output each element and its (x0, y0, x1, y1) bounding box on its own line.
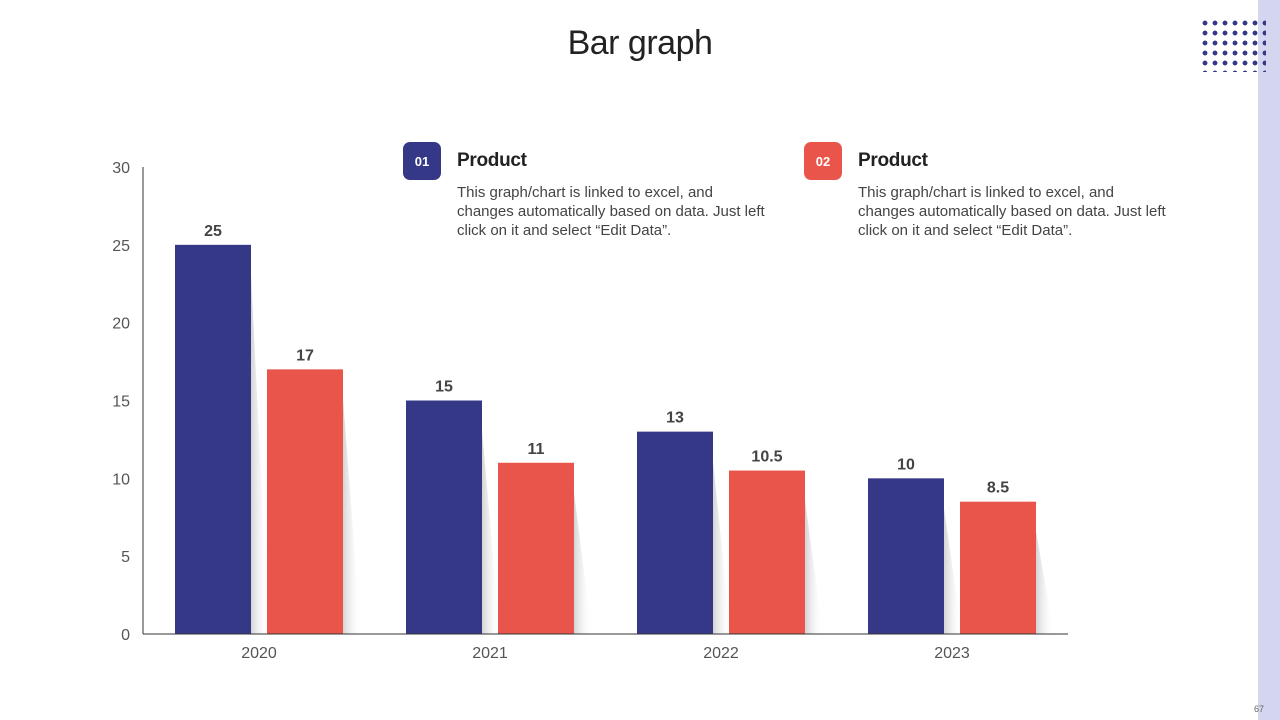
bar-shadow (251, 274, 269, 634)
y-tick-label: 30 (112, 160, 130, 177)
y-tick-label: 25 (112, 238, 130, 255)
legend-badge-01: 01 (403, 142, 441, 180)
y-tick-label: 20 (112, 316, 130, 333)
bar-value-label: 10 (897, 456, 915, 473)
bar-shadow (574, 492, 592, 634)
x-tick-label: 2020 (241, 645, 277, 662)
bar-value-label: 25 (204, 223, 222, 240)
legend-title-02: Product (858, 150, 928, 171)
bar (960, 501, 1036, 634)
bar (406, 400, 482, 634)
legend-title-01: Product (457, 150, 527, 171)
bar-value-label: 13 (666, 410, 684, 427)
bar-shadow (1036, 531, 1054, 634)
bar (267, 369, 343, 634)
y-tick-label: 5 (121, 549, 130, 566)
y-tick-label: 15 (112, 394, 130, 411)
page-number: 67 (1254, 704, 1265, 714)
bar-shadow (805, 500, 823, 634)
bar-value-label: 10.5 (751, 449, 782, 466)
bar-shadow (343, 399, 361, 634)
legend-description-02: This graph/chart is linked to excel, and… (858, 184, 1166, 239)
x-tick-label: 2021 (472, 645, 508, 662)
bar-shadow (482, 430, 500, 634)
y-tick-label: 0 (121, 627, 130, 644)
bar (868, 478, 944, 634)
bar (637, 431, 713, 634)
bar (175, 244, 251, 635)
legend-badge-02: 02 (804, 142, 842, 180)
bar-value-label: 11 (528, 441, 545, 458)
y-tick-label: 10 (112, 471, 130, 488)
decorative-side-strip (1258, 0, 1280, 720)
bar-shadow (713, 461, 731, 634)
bar-value-label: 17 (296, 347, 314, 364)
slide-title: Bar graph (567, 24, 713, 62)
legend-description-01: This graph/chart is linked to excel, and… (457, 184, 765, 239)
bar (498, 462, 574, 634)
dot-grid-decoration (1200, 18, 1266, 72)
bar-value-label: 8.5 (987, 480, 1009, 497)
x-tick-label: 2023 (934, 645, 970, 662)
bar-value-label: 15 (435, 379, 453, 396)
x-tick-label: 2022 (703, 645, 739, 662)
bar-shadow (944, 508, 962, 634)
bar (729, 470, 805, 634)
